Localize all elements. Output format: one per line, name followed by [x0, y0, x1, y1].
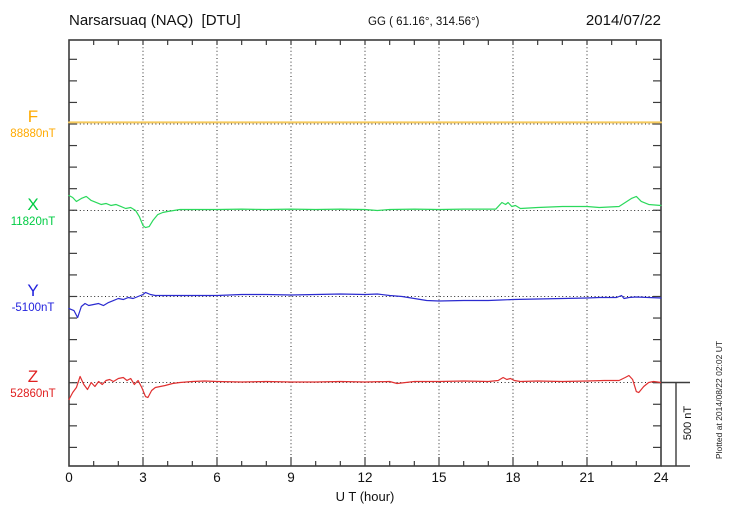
component-label-f: F 88880nT [0, 108, 66, 141]
component-baseline-y: -5100nT [11, 302, 55, 314]
plot-frame [68, 39, 662, 467]
x-tick-label: 15 [431, 470, 446, 485]
component-label-y: Y -5100nT [0, 282, 66, 315]
trace-x [68, 194, 662, 229]
component-baseline-x: 11820nT [10, 216, 56, 228]
x-tick-label: 6 [213, 470, 221, 485]
component-letter-z: Z [27, 367, 39, 386]
x-tick-label: 21 [579, 470, 594, 485]
station-title: Narsarsuaq (NAQ) [DTU] [69, 12, 241, 29]
component-label-z: Z 52860nT [0, 368, 66, 401]
plotted-at-timestamp: Plotted at 2014/08/22 02:02 UT [714, 340, 724, 460]
xaxis-title: U T (hour) [335, 489, 395, 504]
scale-bar-label: 500 nT [682, 405, 694, 441]
component-baseline-z: 52860nT [10, 388, 56, 400]
geographic-coordinates: GG ( 61.16°, 314.56°) [368, 16, 480, 28]
x-tick-label: 0 [65, 470, 73, 485]
x-tick-label: 18 [505, 470, 520, 485]
x-tick-label: 24 [653, 470, 669, 485]
x-tick-label: 3 [139, 470, 147, 485]
component-letter-f: F [27, 107, 39, 126]
x-tick-label: 12 [357, 470, 372, 485]
trace-z [68, 374, 662, 401]
trace-y [68, 291, 662, 319]
component-baseline-f: 88880nT [10, 128, 56, 140]
component-letter-x: X [27, 195, 39, 214]
component-letter-y: Y [27, 281, 39, 300]
x-tick-label: 9 [287, 470, 295, 485]
plot-date: 2014/07/22 [585, 12, 661, 29]
component-label-x: X 11820nT [0, 196, 66, 229]
